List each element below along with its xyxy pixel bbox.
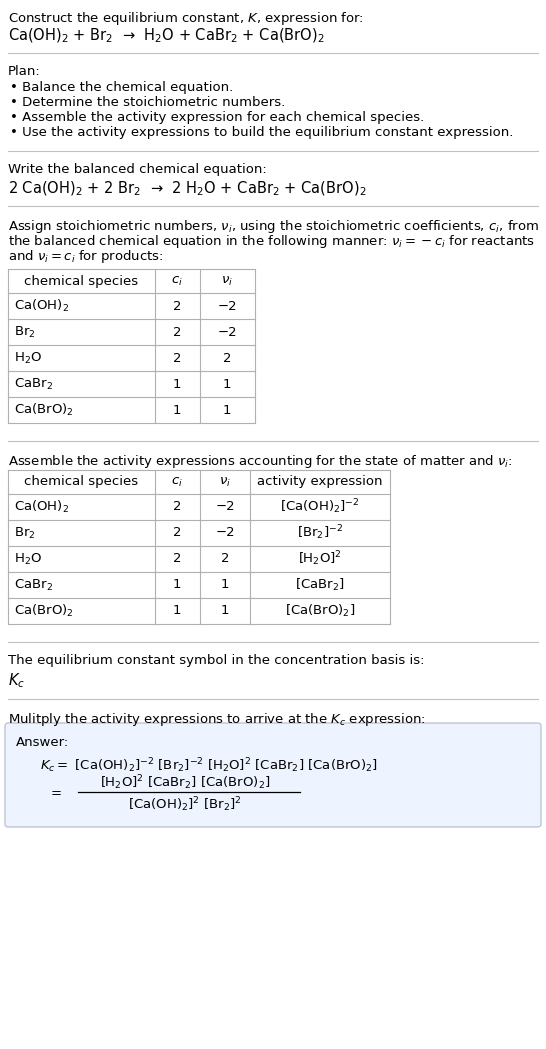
Text: 1: 1 — [173, 378, 181, 390]
Text: Ca(BrO)$_2$: Ca(BrO)$_2$ — [14, 402, 74, 419]
Text: • Use the activity expressions to build the equilibrium constant expression.: • Use the activity expressions to build … — [10, 126, 513, 140]
Text: chemical species: chemical species — [24, 275, 138, 287]
Text: $=$: $=$ — [48, 786, 62, 798]
Text: the balanced chemical equation in the following manner: $\nu_i = -c_i$ for react: the balanced chemical equation in the fo… — [8, 233, 535, 250]
Text: $\nu_i$: $\nu_i$ — [219, 475, 231, 489]
Text: chemical species: chemical species — [24, 475, 138, 489]
Text: 2: 2 — [173, 527, 181, 539]
Text: 1: 1 — [173, 578, 181, 592]
Text: Plan:: Plan: — [8, 65, 41, 78]
Text: • Balance the chemical equation.: • Balance the chemical equation. — [10, 81, 233, 94]
Text: 1: 1 — [173, 404, 181, 416]
Text: H$_2$O: H$_2$O — [14, 350, 42, 365]
FancyBboxPatch shape — [5, 723, 541, 827]
Text: • Determine the stoichiometric numbers.: • Determine the stoichiometric numbers. — [10, 97, 285, 109]
Text: 1: 1 — [221, 578, 229, 592]
Text: 1: 1 — [221, 604, 229, 618]
Text: Write the balanced chemical equation:: Write the balanced chemical equation: — [8, 163, 267, 176]
Text: 2: 2 — [173, 300, 181, 313]
Text: 2 Ca(OH)$_2$ + 2 Br$_2$  →  2 H$_2$O + CaBr$_2$ + Ca(BrO)$_2$: 2 Ca(OH)$_2$ + 2 Br$_2$ → 2 H$_2$O + CaB… — [8, 180, 366, 198]
Text: 1: 1 — [223, 378, 232, 390]
Text: [H$_2$O]$^2$: [H$_2$O]$^2$ — [298, 550, 342, 569]
Text: CaBr$_2$: CaBr$_2$ — [14, 377, 53, 391]
Text: $K_c$: $K_c$ — [8, 671, 25, 689]
Text: [Ca(OH)$_2$]$^2$ [Br$_2$]$^2$: [Ca(OH)$_2$]$^2$ [Br$_2$]$^2$ — [128, 795, 242, 814]
Text: [Ca(BrO)$_2$]: [Ca(BrO)$_2$] — [285, 603, 355, 619]
Text: $c_i$: $c_i$ — [171, 475, 183, 489]
Text: Assign stoichiometric numbers, $\nu_i$, using the stoichiometric coefficients, $: Assign stoichiometric numbers, $\nu_i$, … — [8, 218, 539, 235]
Text: −2: −2 — [215, 500, 235, 514]
Text: 2: 2 — [221, 553, 229, 565]
Text: Assemble the activity expressions accounting for the state of matter and $\nu_i$: Assemble the activity expressions accoun… — [8, 453, 513, 470]
Text: • Assemble the activity expression for each chemical species.: • Assemble the activity expression for e… — [10, 111, 424, 124]
Text: Answer:: Answer: — [16, 736, 69, 749]
Text: Ca(OH)$_2$: Ca(OH)$_2$ — [14, 298, 69, 314]
Text: $K_c = $ [Ca(OH)$_2$]$^{-2}$ [Br$_2$]$^{-2}$ [H$_2$O]$^2$ [CaBr$_2$] [Ca(BrO)$_2: $K_c = $ [Ca(OH)$_2$]$^{-2}$ [Br$_2$]$^{… — [40, 756, 378, 775]
Text: 2: 2 — [173, 500, 181, 514]
Text: $c_i$: $c_i$ — [171, 275, 183, 287]
Text: −2: −2 — [217, 300, 237, 313]
Text: 2: 2 — [173, 351, 181, 364]
Text: [CaBr$_2$]: [CaBr$_2$] — [295, 577, 345, 593]
Text: −2: −2 — [215, 527, 235, 539]
Text: and $\nu_i = c_i$ for products:: and $\nu_i = c_i$ for products: — [8, 248, 164, 265]
Text: H$_2$O: H$_2$O — [14, 552, 42, 566]
Text: [H$_2$O]$^2$ [CaBr$_2$] [Ca(BrO)$_2$]: [H$_2$O]$^2$ [CaBr$_2$] [Ca(BrO)$_2$] — [100, 774, 270, 792]
Text: [Ca(OH)$_2$]$^{-2}$: [Ca(OH)$_2$]$^{-2}$ — [280, 497, 360, 516]
Text: $\nu_i$: $\nu_i$ — [221, 275, 233, 287]
Text: Mulitply the activity expressions to arrive at the $K_c$ expression:: Mulitply the activity expressions to arr… — [8, 711, 426, 728]
Text: 2: 2 — [173, 325, 181, 339]
Text: −2: −2 — [217, 325, 237, 339]
Text: 2: 2 — [223, 351, 232, 364]
Text: Br$_2$: Br$_2$ — [14, 324, 35, 340]
Text: The equilibrium constant symbol in the concentration basis is:: The equilibrium constant symbol in the c… — [8, 654, 424, 667]
Text: Construct the equilibrium constant, $K$, expression for:: Construct the equilibrium constant, $K$,… — [8, 10, 364, 27]
Text: activity expression: activity expression — [257, 475, 383, 489]
Text: 1: 1 — [223, 404, 232, 416]
Text: [Br$_2$]$^{-2}$: [Br$_2$]$^{-2}$ — [297, 523, 343, 542]
Text: Ca(OH)$_2$: Ca(OH)$_2$ — [14, 499, 69, 515]
Text: 1: 1 — [173, 604, 181, 618]
Text: CaBr$_2$: CaBr$_2$ — [14, 577, 53, 593]
Text: Br$_2$: Br$_2$ — [14, 526, 35, 540]
Text: 2: 2 — [173, 553, 181, 565]
Text: Ca(BrO)$_2$: Ca(BrO)$_2$ — [14, 603, 74, 619]
Text: Ca(OH)$_2$ + Br$_2$  →  H$_2$O + CaBr$_2$ + Ca(BrO)$_2$: Ca(OH)$_2$ + Br$_2$ → H$_2$O + CaBr$_2$ … — [8, 27, 324, 45]
